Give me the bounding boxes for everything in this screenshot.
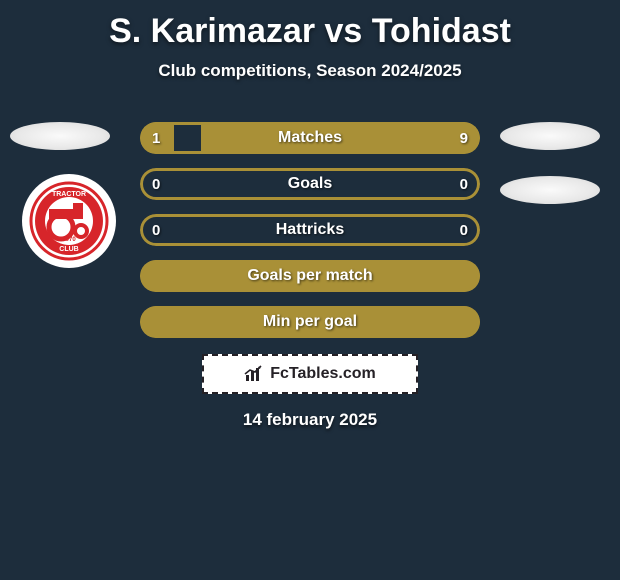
page-title: S. Karimazar vs Tohidast [0,0,620,51]
bar-label: Min per goal [140,306,480,338]
stat-bar: Goals per match [140,260,480,292]
player-left-placeholder [10,122,110,150]
date-label: 14 february 2025 [0,410,620,430]
player-right-placeholder [500,122,600,150]
stat-bar: 00Hattricks [140,214,480,246]
team-left-badge: TRACTOR CLUB 1970 [22,174,116,268]
badge-bottom-text: CLUB [59,246,78,253]
stat-bar: 19Matches [140,122,480,154]
stat-bar: Min per goal [140,306,480,338]
tractor-club-logo-icon: TRACTOR CLUB 1970 [29,181,109,261]
stat-bar: 00Goals [140,168,480,200]
bar-label: Hattricks [140,214,480,246]
watermark-text: FcTables.com [270,365,376,383]
watermark: FcTables.com [202,354,418,394]
chart-icon [244,365,266,383]
bar-label: Goals per match [140,260,480,292]
page-subtitle: Club competitions, Season 2024/2025 [0,61,620,81]
team-right-placeholder [500,176,600,204]
badge-year: 1970 [62,237,76,243]
stat-bars-container: 19Matches 00Goals 00Hattricks Goals per mat… [140,122,480,352]
badge-top-text: TRACTOR [52,191,86,198]
bar-label: Matches [140,122,480,154]
bar-label: Goals [140,168,480,200]
